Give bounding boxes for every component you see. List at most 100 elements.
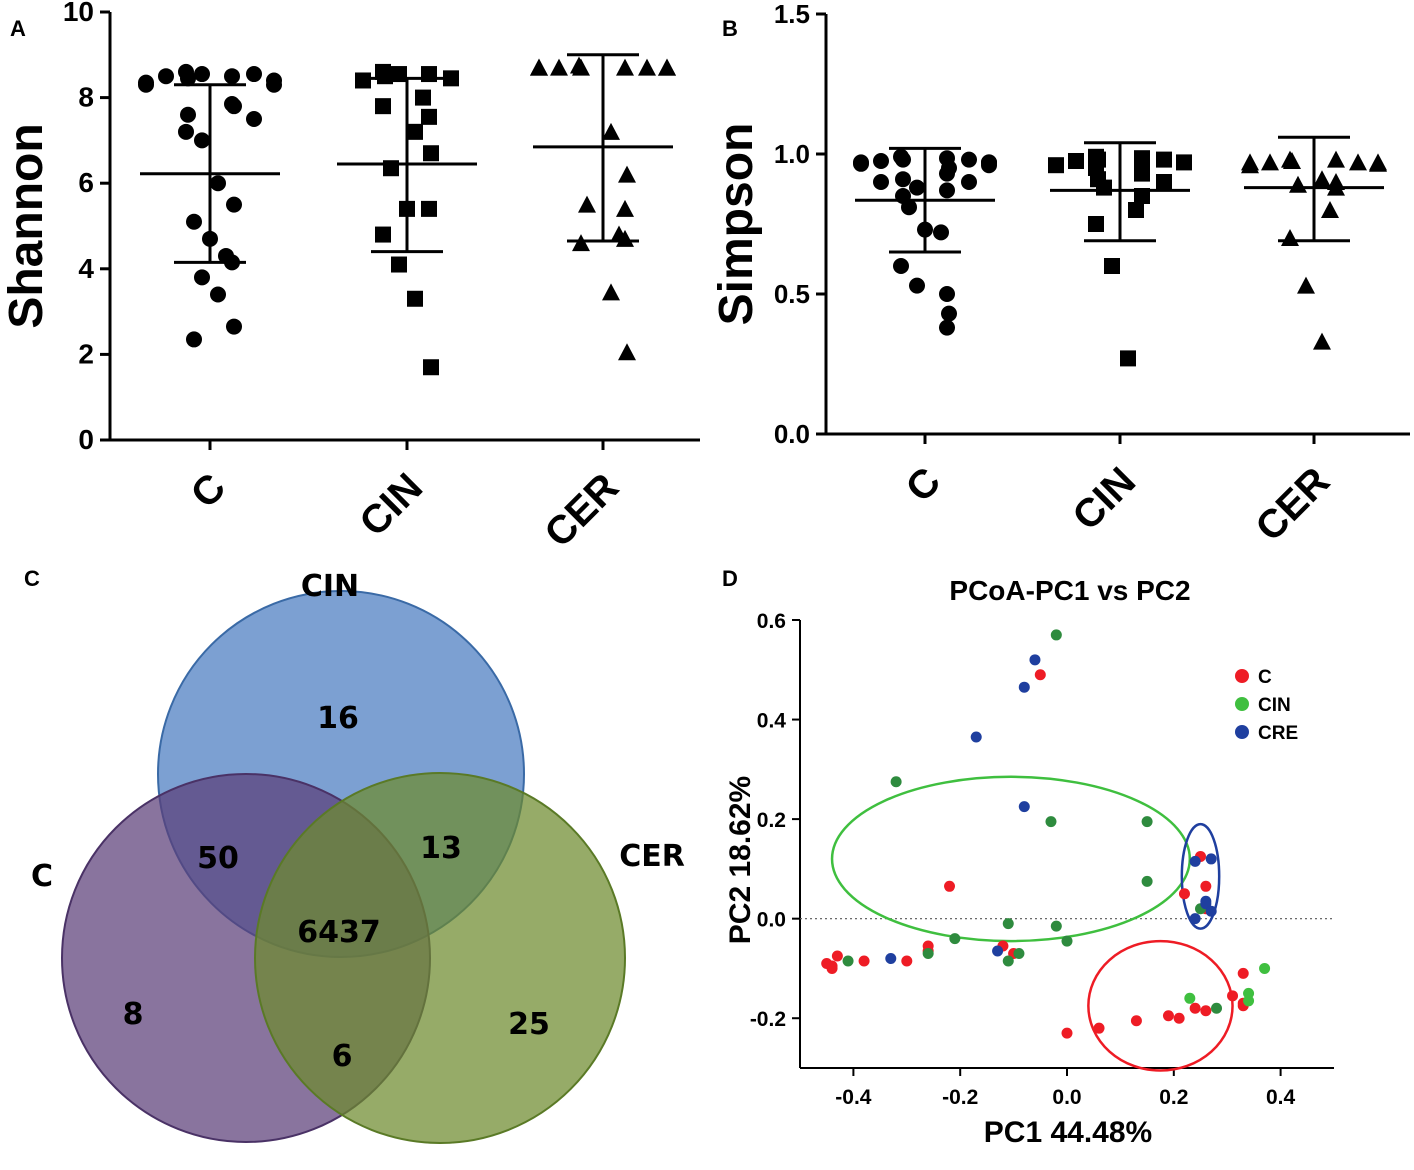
simpson-point-c [933, 224, 949, 241]
shannon-point-cer [550, 58, 568, 76]
pcoa-point-cin-dark [1050, 629, 1062, 641]
venn-value-all: 6437 [297, 915, 381, 950]
simpson-x-tick-label: CER [1247, 459, 1338, 550]
pcoa-point-cin-dark [922, 948, 934, 960]
shannon-point-cin [375, 98, 391, 115]
shannon-point-cer [616, 229, 634, 247]
shannon-point-cin [407, 290, 423, 307]
venn-value-c-cin: 50 [197, 841, 239, 876]
simpson-point-c [895, 151, 911, 168]
simpson-point-cin [1176, 154, 1192, 171]
shannon-point-cer [602, 283, 620, 301]
pcoa-legend-label: CRE [1258, 723, 1298, 744]
pcoa-x-tick-label: -0.2 [942, 1086, 978, 1109]
pcoa-point-c [1189, 1002, 1201, 1014]
pcoa-point-c [1034, 669, 1046, 681]
simpson-point-cin [1068, 153, 1084, 169]
venn-label-c: C [31, 859, 53, 894]
shannon-point-cin [421, 108, 437, 125]
shannon-point-cin [415, 89, 431, 106]
panel-c-venn: CIN C CER 16 50 13 6437 8 6 25 [31, 569, 685, 1144]
pcoa-point-c [1093, 1022, 1105, 1034]
shannon-point-cer [638, 58, 656, 76]
shannon-point-c [194, 269, 210, 286]
shannon-point-cin [391, 256, 407, 273]
panel-a-shannon: 0 2 4 6 8 10 Shannon C CIN CER [0, 0, 700, 556]
pcoa-point-c [944, 880, 956, 892]
shannon-point-cin [407, 123, 423, 140]
shannon-y-tick-label: 10 [63, 0, 94, 27]
pcoa-point-c [1061, 1027, 1073, 1039]
pcoa-point-cin-dark [1050, 920, 1062, 932]
simpson-point-c [939, 286, 955, 302]
shannon-point-cin [443, 70, 459, 87]
venn-value-c-cer: 6 [332, 1039, 353, 1074]
shannon-point-c [158, 68, 174, 85]
pcoa-point-c [1200, 1005, 1212, 1017]
pcoa-point-cre [1018, 801, 1030, 813]
pcoa-point-cin [1184, 992, 1196, 1004]
shannon-point-cin [423, 145, 439, 162]
shannon-y-tick-label: 0 [78, 424, 94, 455]
panel-label-d: D [722, 566, 738, 591]
shannon-y-tick-label: 2 [78, 338, 94, 369]
shannon-point-cer [602, 122, 620, 140]
simpson-point-cin [1134, 165, 1150, 182]
simpson-y-axis-title: Simpson [710, 123, 763, 326]
simpson-y-tick-label: 0.5 [774, 279, 810, 309]
shannon-point-c [186, 213, 202, 230]
pcoa-point-c [1237, 967, 1249, 979]
pcoa-y-axis-title: PC2 18.62% [724, 776, 757, 944]
pcoa-group-ellipse [1087, 939, 1234, 1072]
simpson-y-tick-label: 0.0 [774, 419, 810, 449]
simpson-point-cer [1313, 170, 1331, 188]
shannon-point-c [210, 286, 226, 303]
pcoa-legend-marker [1235, 697, 1249, 711]
pcoa-point-cin-dark [890, 776, 902, 788]
pcoa-point-cin-dark [1013, 948, 1025, 960]
pcoa-y-tick-label: 0.6 [757, 610, 786, 633]
simpson-point-c [873, 174, 889, 190]
pcoa-point-cre [1018, 681, 1030, 693]
simpson-point-cin [1156, 174, 1172, 190]
simpson-point-cer [1297, 276, 1315, 294]
pcoa-point-c [821, 957, 833, 969]
simpson-x-tick-label: CIN [1064, 459, 1144, 539]
simpson-point-cer [1321, 201, 1339, 218]
shannon-point-cer [572, 58, 590, 76]
shannon-point-c [226, 196, 242, 213]
pcoa-point-c [901, 955, 913, 967]
shannon-point-cin [423, 359, 439, 376]
simpson-point-cer [1349, 153, 1367, 171]
pcoa-y-tick-label: 0.4 [757, 710, 787, 733]
shannon-x-tick-label: C [183, 465, 235, 517]
shannon-point-cer [578, 195, 596, 213]
venn-value-cin-only: 16 [317, 701, 359, 736]
pcoa-x-tick-label: 0.0 [1052, 1086, 1081, 1109]
simpson-point-cer [1261, 153, 1279, 171]
shannon-point-c [180, 70, 196, 87]
shannon-point-cer [658, 58, 676, 76]
pcoa-point-cre [1029, 654, 1041, 666]
simpson-point-c [853, 155, 869, 172]
pcoa-point-cin-dark [1141, 816, 1153, 828]
pcoa-x-tick-label: 0.4 [1266, 1086, 1296, 1109]
shannon-point-cer [530, 58, 548, 76]
pcoa-point-c [831, 950, 843, 962]
pcoa-point-cre [970, 731, 982, 743]
simpson-y-tick-label: 1.0 [774, 139, 810, 169]
shannon-point-c [266, 76, 282, 93]
pcoa-point-cre [1205, 905, 1217, 917]
simpson-point-cin [1048, 157, 1064, 174]
pcoa-x-axis-title: PC1 44.48% [984, 1116, 1152, 1149]
simpson-point-cin [1120, 350, 1136, 367]
shannon-point-c [246, 111, 262, 127]
pcoa-x-tick-label: 0.2 [1159, 1086, 1188, 1109]
pcoa-x-tick-label: -0.4 [835, 1086, 872, 1109]
simpson-point-c [961, 174, 977, 190]
simpson-point-cin [1156, 151, 1172, 168]
simpson-point-cer [1241, 156, 1259, 174]
venn-value-cer-only: 25 [508, 1007, 550, 1042]
shannon-point-c [186, 331, 202, 348]
